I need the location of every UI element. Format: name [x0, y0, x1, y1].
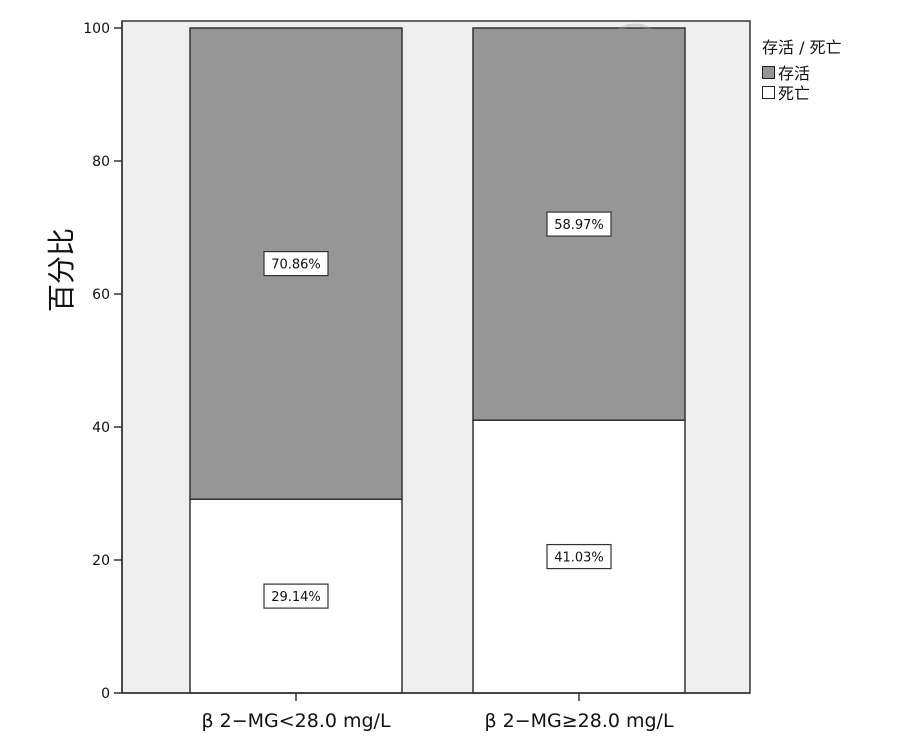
data-label: 70.86% [271, 258, 321, 273]
legend-title: 存活 / 死亡 [762, 38, 842, 57]
data-label: 29.14% [271, 590, 321, 605]
y-axis-label: 百分比 [45, 228, 78, 313]
y-tick-label: 40 [92, 420, 110, 436]
data-label-box [546, 211, 612, 237]
legend-label-alive: 存活 [778, 64, 811, 83]
y-tick-label: 100 [83, 21, 110, 37]
y-tick-label: 0 [101, 686, 110, 702]
data-label-box [546, 543, 612, 570]
legend: 存活 / 死亡 存活 死亡 [762, 34, 842, 103]
y-tick-label: 60 [92, 287, 110, 303]
x-tick-label: β 2−MG≥28.0 mg/L [484, 710, 674, 732]
legend-item-dead: 死亡 [762, 82, 842, 103]
x-tick-label: β 2−MG<28.0 mg/L [201, 710, 391, 732]
legend-item-alive: 存活 [762, 62, 842, 83]
data-label-box [263, 251, 329, 277]
data-label: 41.03% [554, 551, 604, 566]
legend-swatch-alive [762, 65, 775, 79]
data-label-box [263, 583, 329, 609]
y-tick-label: 20 [92, 553, 110, 569]
legend-label-dead: 死亡 [778, 84, 811, 103]
data-label: 58.97% [554, 218, 604, 233]
watermark-seal-icon [600, 18, 680, 92]
y-tick-label: 80 [92, 154, 110, 170]
legend-swatch-dead [762, 85, 775, 99]
